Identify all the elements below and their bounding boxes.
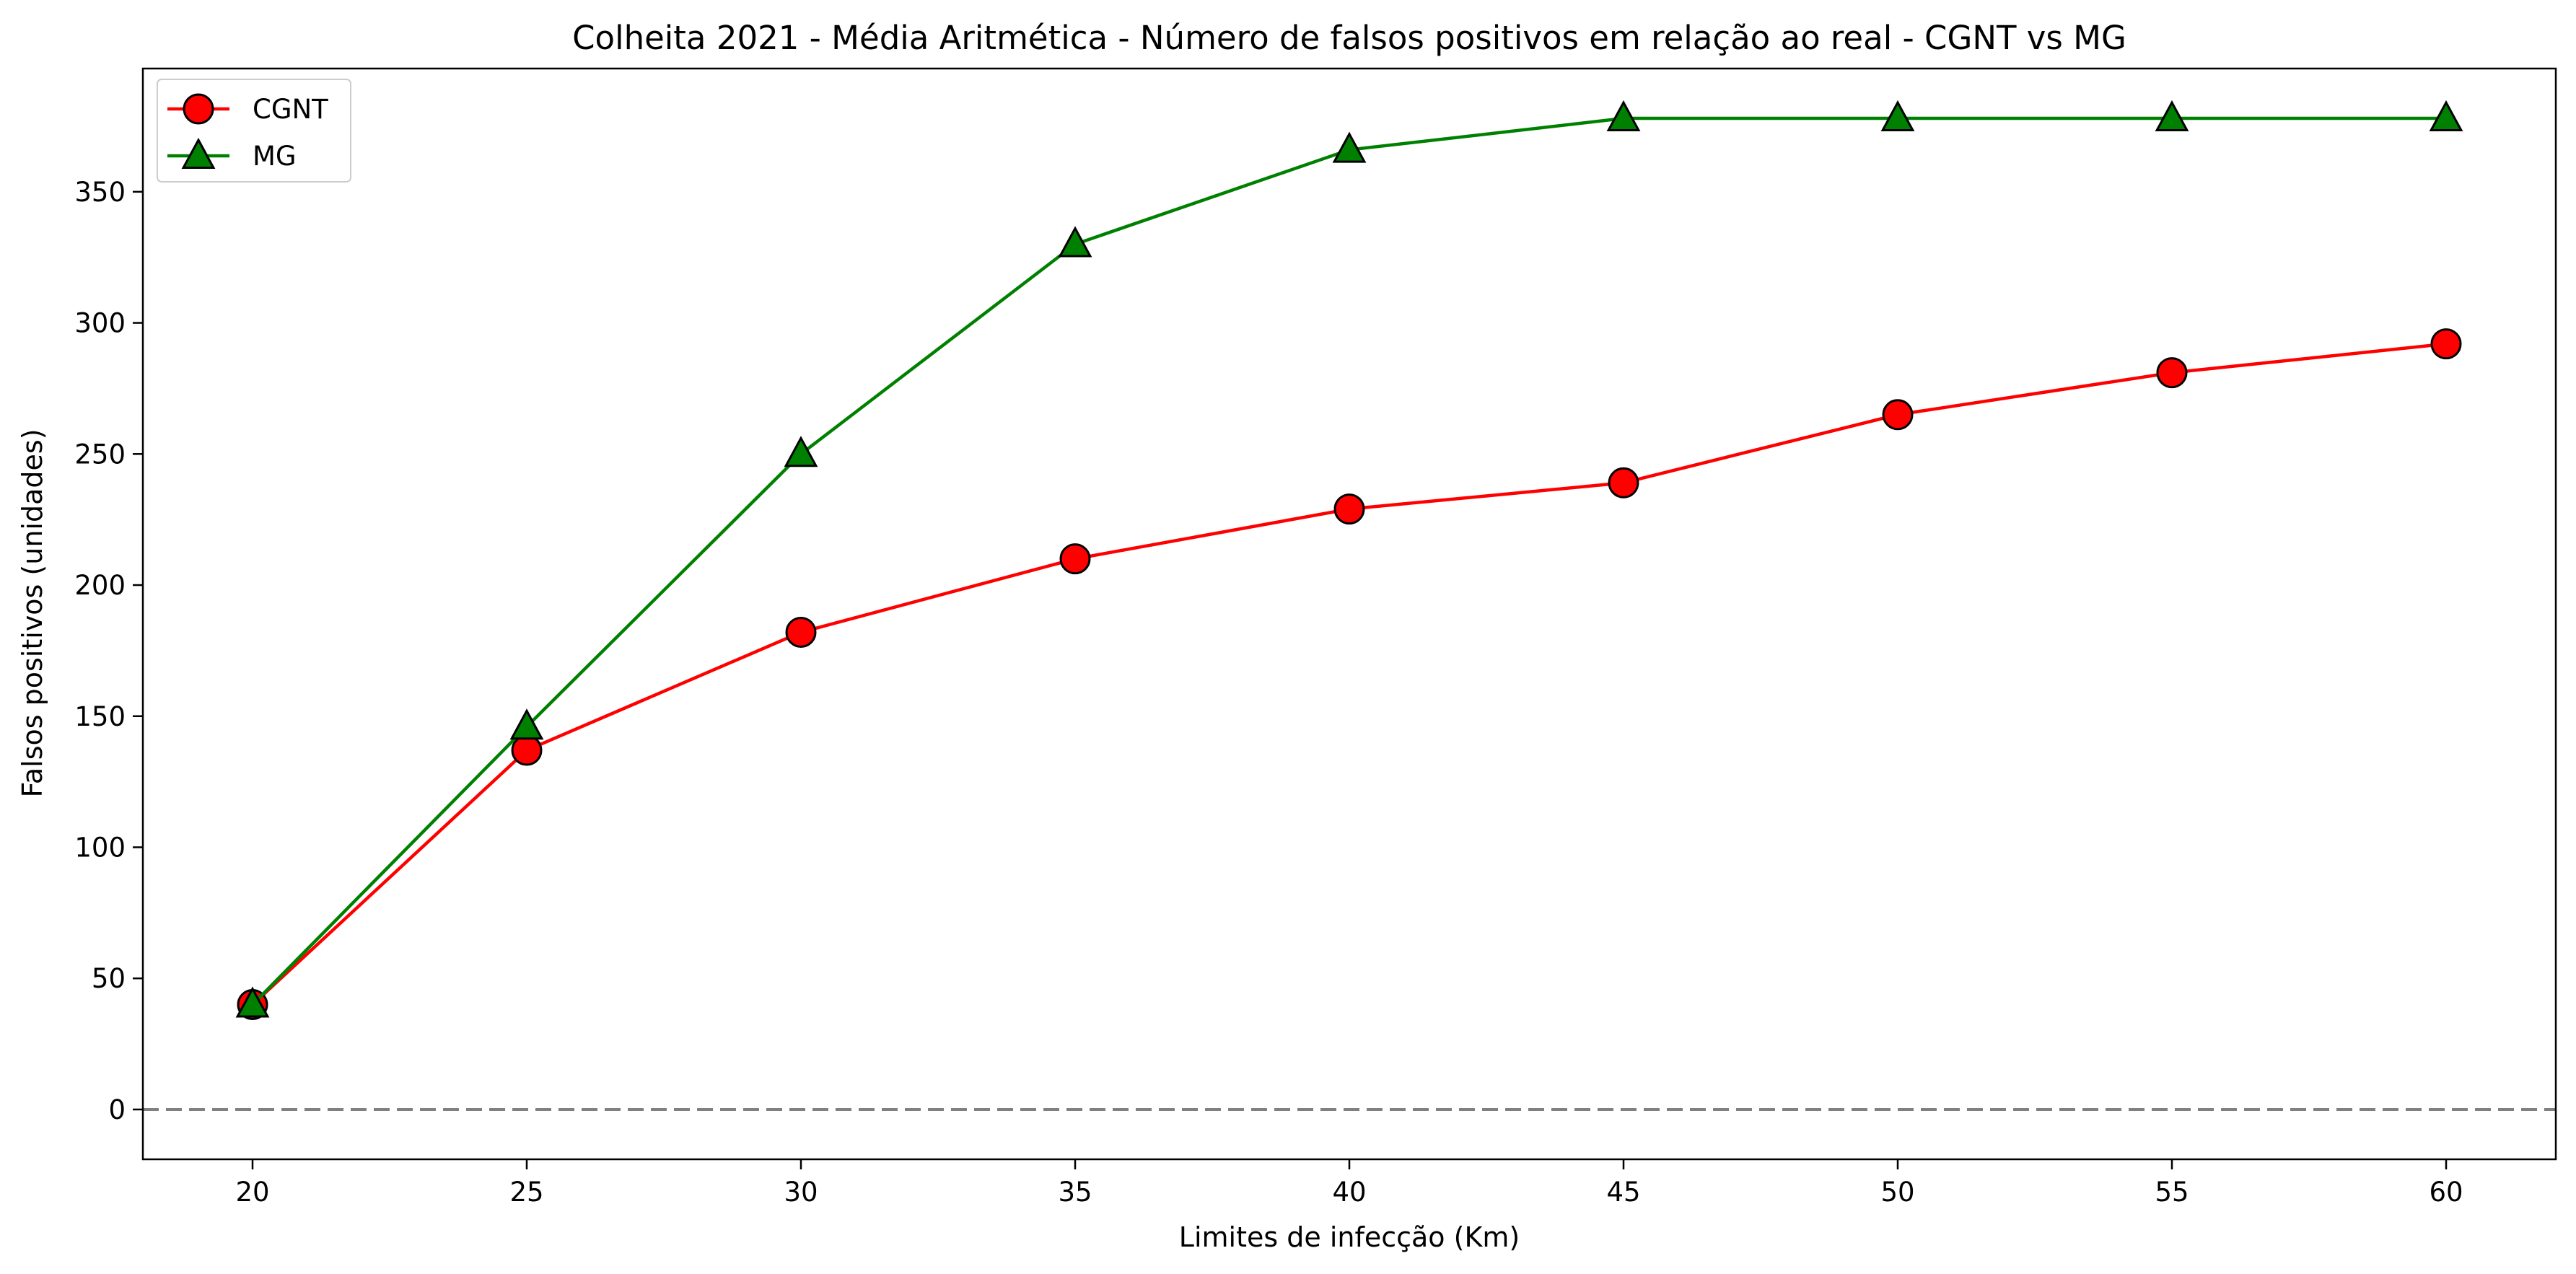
legend: CGNT MG	[157, 79, 351, 183]
series-mg	[235, 100, 2463, 1018]
legend-entry-mg: MG	[167, 137, 297, 172]
x-axis: 20 25 30 35 40 45 50 55 60	[235, 1159, 2463, 1208]
x-tick-label: 45	[1606, 1177, 1640, 1208]
y-tick-label: 200	[74, 570, 126, 601]
legend-marker	[183, 93, 214, 125]
data-point-mg	[2155, 100, 2189, 132]
data-point-mg	[1606, 100, 1641, 132]
data-point-mg	[1332, 131, 1367, 163]
series-cgnt	[237, 328, 2462, 1021]
data-point-mg	[1880, 100, 1915, 132]
legend-marker	[181, 137, 216, 169]
y-tick-label: 100	[74, 832, 126, 863]
y-axis: 0 50 100 150 200 250 300 350	[74, 177, 143, 1125]
x-axis-label: Limites de infecção (Km)	[1179, 1221, 1520, 1253]
data-point-mg	[2429, 100, 2463, 132]
plot-area	[143, 100, 2556, 1111]
data-point-mg	[235, 986, 270, 1018]
y-tick-label: 300	[74, 308, 126, 339]
plot-frame	[141, 67, 2557, 1161]
chart-title: Colheita 2021 - Média Aritmética - Númer…	[572, 19, 2126, 57]
x-tick-label: 55	[2155, 1177, 2189, 1208]
legend-label: CGNT	[253, 94, 328, 125]
data-point-mg	[784, 436, 818, 467]
series-line-mg	[251, 116, 2446, 1006]
x-tick-label: 35	[1058, 1177, 1092, 1208]
legend-entry-cgnt: CGNT	[167, 93, 328, 125]
x-tick-label: 30	[784, 1177, 818, 1208]
data-point-cgnt	[2156, 357, 2188, 389]
y-tick-label: 150	[74, 701, 126, 732]
x-tick-label: 20	[235, 1177, 269, 1208]
data-point-cgnt	[1059, 543, 1091, 575]
x-tick-label: 40	[1332, 1177, 1366, 1208]
legend-label: MG	[253, 141, 297, 172]
y-tick-label: 350	[74, 177, 126, 208]
data-point-cgnt	[785, 616, 817, 648]
data-point-cgnt	[1333, 493, 1365, 525]
x-tick-label: 25	[509, 1177, 543, 1208]
y-tick-label: 250	[74, 439, 126, 470]
y-tick-label: 50	[92, 963, 126, 994]
data-point-cgnt	[1882, 399, 1914, 431]
y-axis-label: Falsos positivos (unidades)	[17, 429, 48, 797]
data-point-mg	[1058, 226, 1092, 258]
data-point-cgnt	[2430, 328, 2462, 360]
y-tick-label: 0	[108, 1094, 126, 1125]
x-tick-label: 60	[2429, 1177, 2463, 1208]
x-tick-label: 50	[1880, 1177, 1914, 1208]
data-point-cgnt	[1608, 467, 1639, 498]
data-point-cgnt	[511, 734, 543, 766]
data-point-mg	[509, 708, 544, 740]
